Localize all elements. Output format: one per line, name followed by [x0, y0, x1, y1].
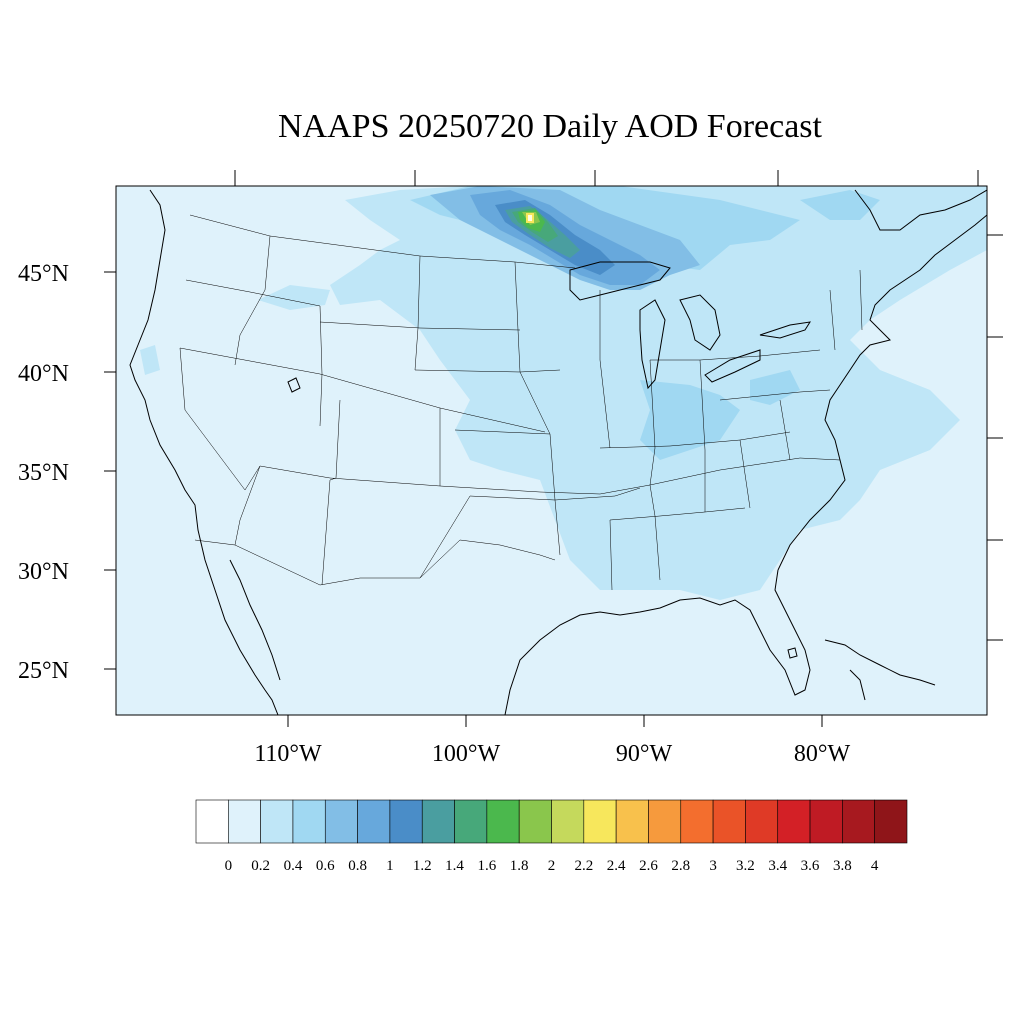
lon-label-90w: 90°W [616, 741, 673, 767]
colorbar-swatch [809, 799, 843, 844]
latitude-labels: 45°N 40°N 35°N 30°N 25°N [18, 261, 69, 684]
coastlines [129, 189, 987, 715]
colorbar-swatch [777, 799, 811, 844]
colorbar-level-label: 3.8 [833, 858, 852, 874]
map-title: NAAPS 20250720 Daily AOD Forecast [278, 108, 822, 145]
lon-label-110w: 110°W [254, 741, 322, 767]
colorbar-level-label: 4 [871, 858, 879, 874]
colorbar-swatch [551, 799, 585, 844]
colorbar-swatch [292, 799, 326, 844]
colorbar-swatch [195, 799, 229, 844]
colorbar-swatch [680, 799, 714, 844]
colorbar-swatch [389, 799, 423, 844]
colorbar-swatch [842, 799, 875, 844]
lat-label-30: 30°N [18, 559, 69, 585]
colorbar-level-label: 3.6 [801, 858, 820, 874]
colorbar-swatch [260, 799, 294, 844]
colorbar-level-label: 3.4 [768, 858, 787, 874]
axis-ticks [104, 170, 1003, 727]
colorbar-level-label: 1.8 [510, 858, 529, 874]
colorbar-swatch [745, 799, 779, 844]
lat-label-40: 40°N [18, 361, 69, 387]
colorbar-swatch [874, 799, 908, 844]
colorbar-level-label: 2.4 [607, 858, 626, 874]
colorbar-swatch [228, 799, 261, 844]
colorbar-level-label: 2.2 [574, 858, 593, 874]
colorbar [195, 799, 908, 844]
longitude-labels: 110°W 100°W 90°W 80°W [254, 741, 850, 767]
colorbar-level-label: 1.2 [413, 858, 432, 874]
lat-label-35: 35°N [18, 460, 69, 486]
colorbar-level-label: 2 [548, 858, 556, 874]
colorbar-swatch [324, 799, 358, 844]
colorbar-labels: 0 0.2 0.4 0.6 0.8 1 1.2 1.4 1.6 1.8 2 2.2 2.4 2.6 2.8 3… [225, 858, 879, 874]
lon-label-100w: 100°W [432, 741, 501, 767]
lon-label-80w: 80°W [794, 741, 851, 767]
colorbar-level-label: 3.2 [736, 858, 755, 874]
colorbar-level-label: 2.8 [671, 858, 690, 874]
colorbar-swatch [648, 799, 682, 844]
colorbar-level-label: 1 [386, 858, 394, 874]
colorbar-level-label: 0.2 [251, 858, 270, 874]
colorbar-level-label: 1.4 [445, 858, 464, 874]
colorbar-swatch [518, 799, 552, 844]
colorbar-level-label: 0.8 [348, 858, 367, 874]
colorbar-level-label: 0.6 [316, 858, 335, 874]
colorbar-swatch [615, 799, 649, 844]
colorbar-swatch [454, 799, 488, 844]
aod-hotspot-core [528, 215, 532, 221]
colorbar-level-label: 2.6 [639, 858, 658, 874]
colorbar-swatch [712, 799, 746, 844]
borders [179, 214, 863, 591]
colorbar-level-label: 0 [225, 858, 233, 874]
colorbar-swatch [421, 799, 455, 844]
colorbar-swatch [486, 799, 520, 844]
colorbar-swatch [357, 799, 391, 844]
lat-label-25: 25°N [18, 658, 69, 684]
colorbar-level-label: 1.6 [477, 858, 496, 874]
map-frame [115, 185, 988, 716]
colorbar-swatch [583, 799, 617, 844]
colorbar-level-label: 3 [709, 858, 717, 874]
lat-label-45: 45°N [18, 261, 69, 287]
colorbar-level-label: 0.4 [284, 858, 303, 874]
